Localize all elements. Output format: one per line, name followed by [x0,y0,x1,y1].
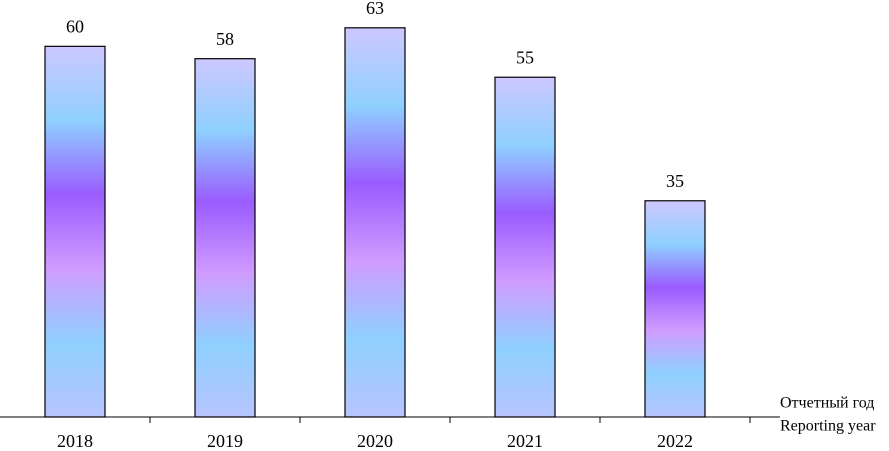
bar [344,27,406,418]
x-tick-label: 2020 [357,431,393,451]
value-label: 58 [216,29,234,49]
x-axis-label: Отчетный год [780,395,874,412]
x-tick-label: 2021 [507,431,543,451]
value-label: 35 [666,171,684,191]
bar [44,45,106,418]
x-axis-label: Reporting year [780,418,876,435]
x-tick-label: 2019 [207,431,243,451]
value-label: 60 [66,16,84,36]
bar [494,76,556,418]
value-label: 63 [366,0,384,18]
x-tick-label: 2022 [657,431,693,451]
bar [194,58,256,418]
value-label: 55 [516,47,534,67]
bar [644,200,706,418]
x-tick-label: 2018 [57,431,93,451]
